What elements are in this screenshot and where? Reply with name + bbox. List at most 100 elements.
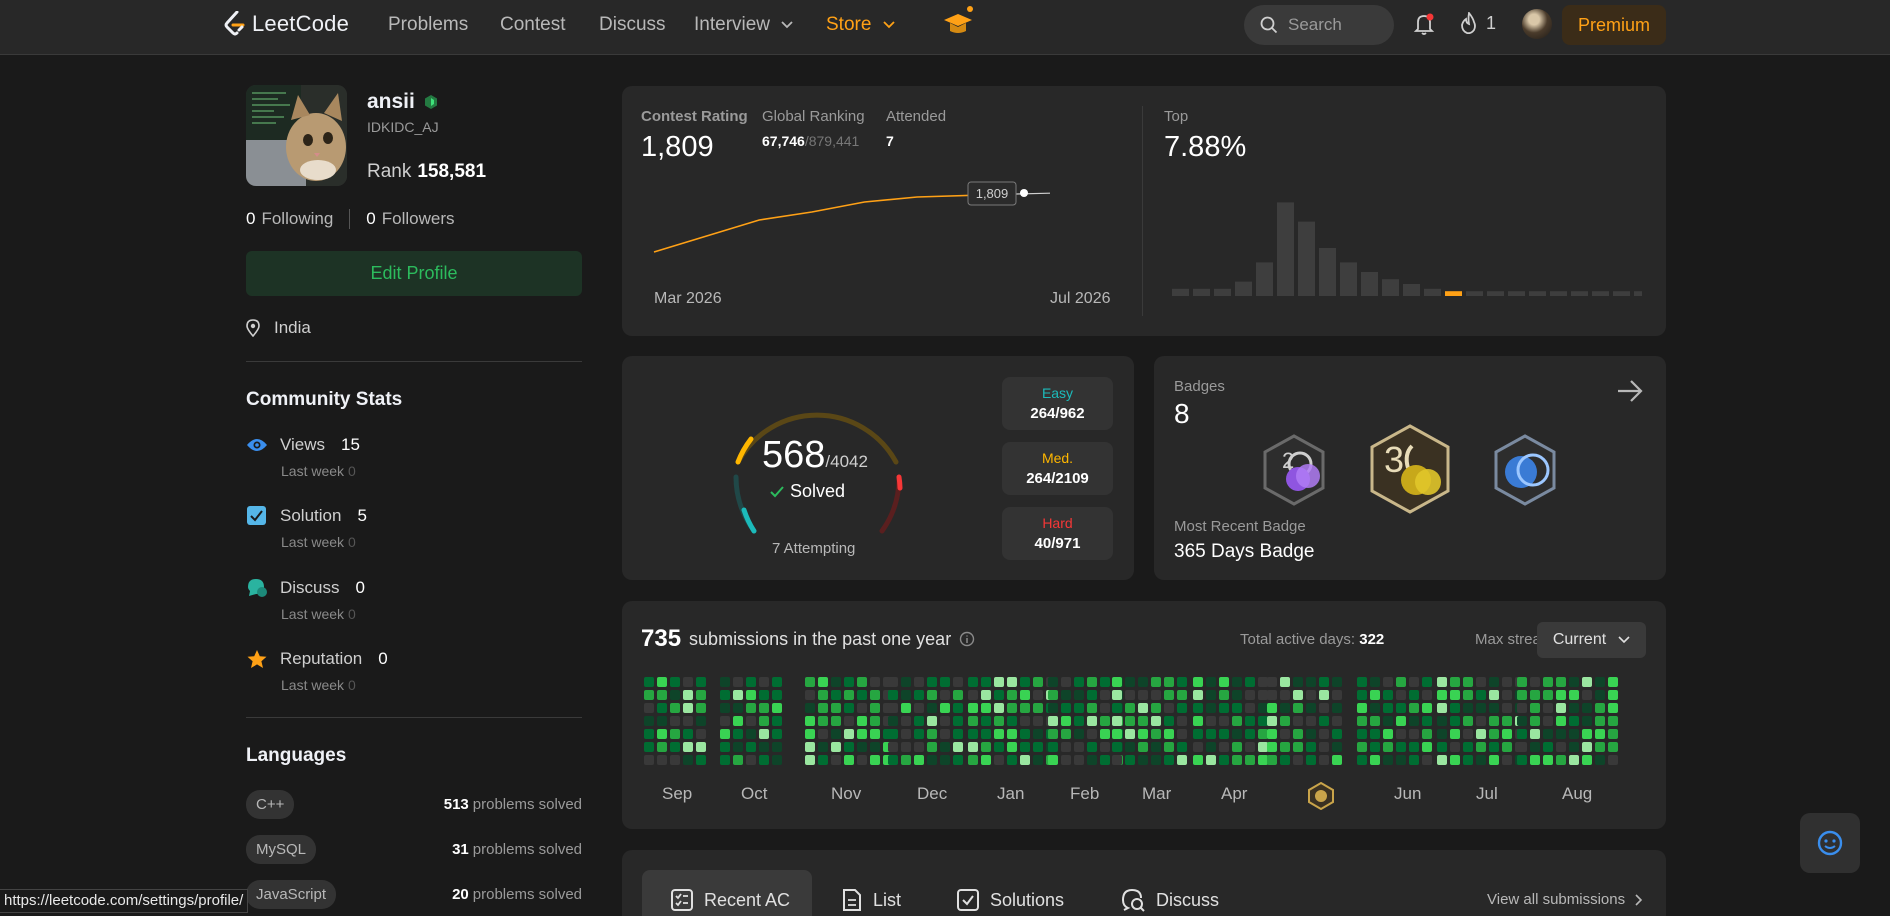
heatmap-cell[interactable] (1489, 703, 1499, 713)
heatmap-cell[interactable] (746, 742, 756, 752)
heatmap-cell[interactable] (1138, 742, 1148, 752)
heatmap-cell[interactable] (733, 716, 743, 726)
heatmap-cell[interactable] (746, 690, 756, 700)
heatmap-cell[interactable] (772, 729, 782, 739)
heatmap-cell[interactable] (1020, 703, 1030, 713)
heatmap-cell[interactable] (1061, 742, 1071, 752)
heatmap-cell[interactable] (683, 716, 693, 726)
heatmap-cell[interactable] (772, 755, 782, 765)
heatmap-cell[interactable] (1437, 703, 1447, 713)
heatmap-cell[interactable] (901, 742, 911, 752)
heatmap-cell[interactable] (1048, 742, 1058, 752)
heatmap-cell[interactable] (772, 716, 782, 726)
heatmap-cell[interactable] (1048, 716, 1058, 726)
heatmap-cell[interactable] (683, 690, 693, 700)
heatmap-cell[interactable] (981, 677, 991, 687)
heatmap-cell[interactable] (1476, 703, 1486, 713)
heatmap-cell[interactable] (857, 742, 867, 752)
heatmap-cell[interactable] (844, 716, 854, 726)
heatmap-cell[interactable] (1048, 755, 1058, 765)
heatmap-cell[interactable] (994, 716, 1004, 726)
heatmap-cell[interactable] (901, 755, 911, 765)
heatmap-cell[interactable] (981, 703, 991, 713)
distribution-bar[interactable] (1361, 272, 1378, 296)
heatmap-cell[interactable] (1370, 716, 1380, 726)
heatmap-cell[interactable] (1151, 677, 1161, 687)
heatmap-cell[interactable] (1569, 690, 1579, 700)
heatmap-cell[interactable] (1164, 755, 1174, 765)
heatmap-cell[interactable] (1422, 716, 1432, 726)
heatmap-cell[interactable] (857, 703, 867, 713)
distribution-bar[interactable] (1592, 291, 1609, 296)
heatmap-cell[interactable] (805, 729, 815, 739)
heatmap-cell[interactable] (1232, 690, 1242, 700)
heatmap-cell[interactable] (772, 703, 782, 713)
heatmap-cell[interactable] (831, 677, 841, 687)
heatmap-cell[interactable] (818, 755, 828, 765)
heatmap-cell[interactable] (1608, 729, 1618, 739)
medium-box[interactable]: Med. 264/2109 (1002, 442, 1113, 495)
heatmap-cell[interactable] (1138, 677, 1148, 687)
heatmap-cell[interactable] (1517, 677, 1527, 687)
heatmap-cell[interactable] (1319, 703, 1329, 713)
heatmap-cell[interactable] (1463, 690, 1473, 700)
heatmap-cell[interactable] (927, 729, 937, 739)
heatmap-cell[interactable] (1489, 677, 1499, 687)
heatmap-cell[interactable] (1409, 690, 1419, 700)
heatmap-cell[interactable] (1306, 703, 1316, 713)
heatmap-cell[interactable] (733, 690, 743, 700)
heatmap-cell[interactable] (994, 677, 1004, 687)
heatmap-cell[interactable] (1164, 729, 1174, 739)
heatmap-cell[interactable] (805, 677, 815, 687)
distribution-bar[interactable] (1277, 202, 1294, 296)
heatmap-cell[interactable] (927, 716, 937, 726)
heatmap-cell[interactable] (670, 716, 680, 726)
heatmap-cell[interactable] (818, 729, 828, 739)
heatmap-cell[interactable] (644, 742, 654, 752)
heatmap-cell[interactable] (1409, 677, 1419, 687)
heatmap-cell[interactable] (1048, 703, 1058, 713)
heatmap-cell[interactable] (1280, 677, 1290, 687)
heatmap-cell[interactable] (1370, 703, 1380, 713)
heatmap-cell[interactable] (1258, 755, 1268, 765)
heatmap-cell[interactable] (1219, 716, 1229, 726)
heatmap-cell[interactable] (1258, 729, 1268, 739)
heatmap-cell[interactable] (670, 703, 680, 713)
heatmap-cell[interactable] (1450, 755, 1460, 765)
distribution-bar[interactable] (1466, 291, 1483, 296)
heatmap-cell[interactable] (1074, 716, 1084, 726)
heatmap-cell[interactable] (1267, 716, 1277, 726)
heatmap-cell[interactable] (1437, 690, 1447, 700)
heatmap-cell[interactable] (1396, 677, 1406, 687)
heatmap-cell[interactable] (888, 703, 898, 713)
heatmap-cell[interactable] (1125, 742, 1135, 752)
heatmap-cell[interactable] (831, 716, 841, 726)
heatmap-cell[interactable] (1020, 755, 1030, 765)
heatmap-cell[interactable] (1306, 690, 1316, 700)
heatmap-cell[interactable] (844, 703, 854, 713)
distribution-bar[interactable] (1403, 284, 1420, 296)
heatmap-cell[interactable] (1087, 742, 1097, 752)
heatmap-cell[interactable] (1164, 742, 1174, 752)
heatmap-cell[interactable] (1422, 703, 1432, 713)
heatmap-cell[interactable] (1608, 755, 1618, 765)
heatmap-cell[interactable] (1193, 677, 1203, 687)
heatmap-cell[interactable] (772, 690, 782, 700)
distribution-bar[interactable] (1634, 291, 1642, 296)
heatmap-cell[interactable] (940, 690, 950, 700)
nav-problems[interactable]: Problems (388, 14, 469, 35)
heatmap-cell[interactable] (733, 729, 743, 739)
heatmap-cell[interactable] (1489, 690, 1499, 700)
distribution-bar[interactable] (1214, 288, 1231, 296)
200-days-badge-icon[interactable]: 2 (1260, 434, 1328, 506)
heatmap-cell[interactable] (1087, 677, 1097, 687)
heatmap-cell[interactable] (953, 729, 963, 739)
heatmap-cell[interactable] (927, 677, 937, 687)
heatmap-cell[interactable] (953, 716, 963, 726)
heatmap-cell[interactable] (1193, 690, 1203, 700)
heatmap-cell[interactable] (981, 742, 991, 752)
heatmap-cell[interactable] (1332, 755, 1342, 765)
heatmap-cell[interactable] (1437, 755, 1447, 765)
heatmap-cell[interactable] (888, 742, 898, 752)
heatmap-cell[interactable] (1033, 716, 1043, 726)
